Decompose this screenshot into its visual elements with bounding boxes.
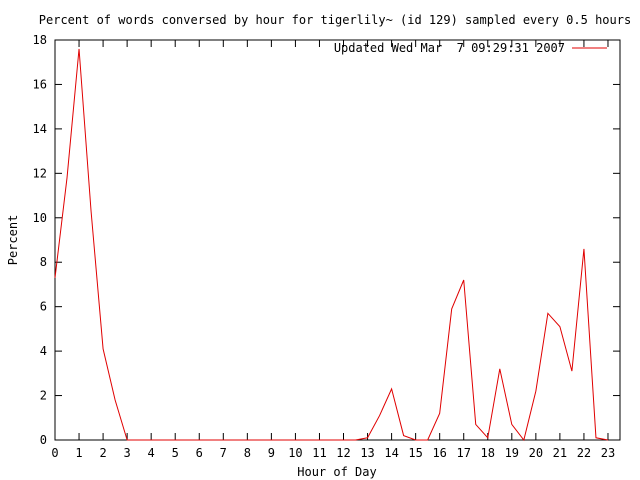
x-tick-label: 22 [577,446,591,460]
x-tick-label: 9 [268,446,275,460]
x-tick-label: 23 [601,446,615,460]
x-tick-label: 7 [220,446,227,460]
y-axis-label: Percent [6,215,20,266]
x-tick-label: 18 [481,446,495,460]
chart-title: Percent of words conversed by hour for t… [39,13,631,27]
x-tick-label: 4 [148,446,155,460]
y-axis-ticks: 0 2 4 6 8 10 12 14 16 18 [33,33,620,447]
x-tick-label: 2 [99,446,106,460]
x-tick-label: 20 [529,446,543,460]
y-tick-label: 2 [40,389,47,403]
x-tick-label: 5 [172,446,179,460]
plot-frame [54,39,621,441]
y-tick-label: 14 [33,122,47,136]
x-axis-label: Hour of Day [297,465,376,479]
y-tick-label: 0 [40,433,47,447]
x-tick-label: 1 [75,446,82,460]
series-line [54,48,609,442]
x-tick-label: 21 [553,446,567,460]
x-tick-label: 19 [505,446,519,460]
x-tick-label: 11 [312,446,326,460]
y-tick-label: 18 [33,33,47,47]
x-tick-label: 15 [408,446,422,460]
series-group [54,48,609,442]
y-tick-label: 16 [33,77,47,91]
y-tick-label: 6 [40,300,47,314]
x-tick-label: 6 [196,446,203,460]
x-tick-label: 10 [288,446,302,460]
y-tick-label: 10 [33,211,47,225]
x-tick-label: 0 [51,446,58,460]
y-tick-label: 4 [40,344,47,358]
x-tick-label: 14 [384,446,398,460]
x-tick-label: 3 [124,446,131,460]
x-tick-label: 13 [360,446,374,460]
y-tick-label: 12 [33,166,47,180]
x-axis-ticks: 0 1 2 3 4 5 6 7 8 9 10 11 12 13 14 15 16 17 18 19 20 21 22 23 [51,40,615,460]
legend-label: Updated Wed Mar 7 09:29:31 2007 [334,41,565,55]
legend: Updated Wed Mar 7 09:29:31 2007 [334,41,607,55]
x-tick-label: 12 [336,446,350,460]
y-tick-label: 8 [40,255,47,269]
x-tick-label: 8 [244,446,251,460]
x-tick-label: 16 [432,446,446,460]
x-tick-label: 17 [456,446,470,460]
